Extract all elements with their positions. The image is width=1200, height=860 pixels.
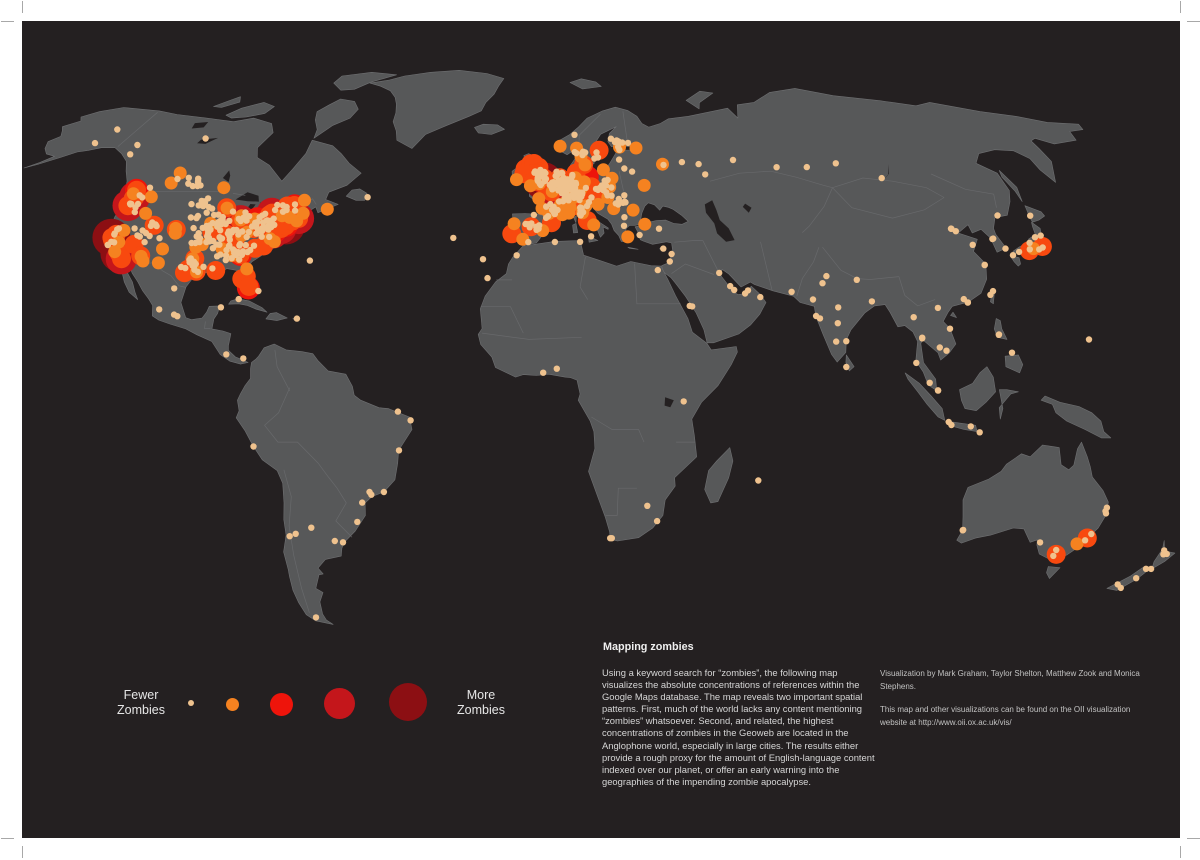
crop-mark <box>22 846 23 858</box>
continents-layer <box>23 70 1176 625</box>
crop-mark <box>22 1 23 13</box>
legend-fewer-label: Fewer Zombies <box>117 688 165 717</box>
map-title: Mapping zombies <box>603 641 694 653</box>
legend-dot-medium <box>269 692 293 716</box>
credit-website: This map and other visualizations can be… <box>880 705 1131 727</box>
credit-authors: Visualization by Mark Graham, Taylor She… <box>880 669 1140 691</box>
legend-dot-largest <box>389 683 427 721</box>
crop-mark <box>1187 838 1200 839</box>
crop-mark <box>1 21 14 22</box>
crop-mark <box>1 838 14 839</box>
credits-block: Visualization by Mark Graham, Taylor She… <box>880 668 1148 740</box>
crop-mark <box>1180 846 1181 858</box>
legend-dot-smallest <box>188 700 194 706</box>
legend-dot-large <box>323 687 355 719</box>
crop-mark <box>1180 1 1181 13</box>
map-description: Using a keyword search for “zombies”, th… <box>602 667 875 787</box>
legend-more-label: More Zombies <box>457 688 505 717</box>
crop-mark <box>1187 21 1200 22</box>
zombie-density-dots-layer <box>91 126 1171 621</box>
legend-dot-small <box>225 697 239 711</box>
